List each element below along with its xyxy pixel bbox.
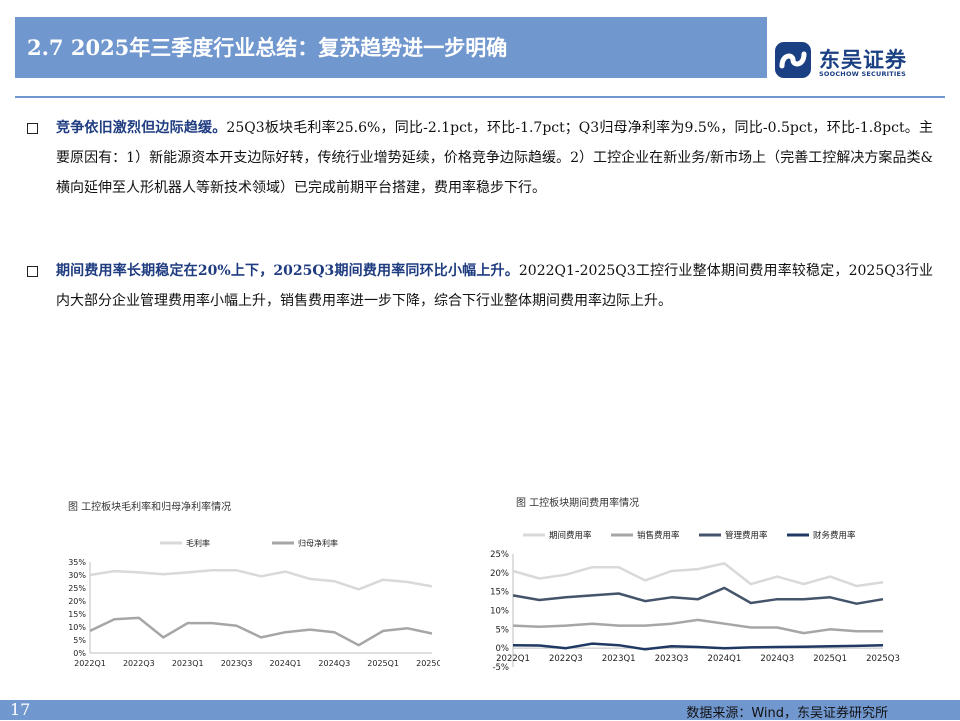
y-tick-label: 35% [68, 558, 86, 567]
legend-label: 归母净利率 [298, 538, 338, 548]
x-tick-label: 2024Q3 [318, 659, 350, 668]
header-divider [15, 96, 945, 98]
x-tick-label: 2025Q1 [367, 659, 399, 668]
x-tick-label: 2023Q3 [221, 659, 253, 668]
bullet-lead: 期间费用率长期稳定在20%上下，2025Q3期间费用率同环比小幅上升。 [56, 263, 519, 279]
chart-2-caption: 图 工控板块期间费用率情况 [516, 498, 640, 509]
legend-label: 财务费用率 [813, 530, 856, 541]
x-tick-label: 2025Q3 [866, 654, 900, 664]
chart-1-caption: 图 工控板块毛利率和归母净利率情况 [68, 502, 232, 513]
y-tick-label: 20% [490, 569, 509, 579]
y-tick-label: 10% [68, 623, 86, 632]
y-tick-label: 15% [68, 610, 86, 619]
series-line [512, 562, 884, 588]
y-tick-label: 15% [490, 588, 509, 598]
legend-label: 毛利率 [186, 538, 210, 548]
x-tick-label: 2023Q3 [655, 654, 689, 664]
chart-margin-profit: 0% 5% 10% 15% 20% 25% 30% 35% 2022Q1 2022Q3 2023Q1… [68, 538, 440, 668]
bullet-body: 25Q3板块毛利率25.6%，同比-2.1pct，环比-1.7pct；Q3归母净… [56, 120, 933, 196]
y-tick-label: 25% [68, 584, 86, 593]
x-tick-label: 2022Q1 [496, 654, 530, 664]
company-logo: 东吴证券 SOOCHOW SECURITIES [773, 40, 943, 84]
y-tick-label: 20% [68, 597, 86, 606]
legend-label: 管理费用率 [725, 530, 768, 541]
square-bullet-icon [27, 123, 38, 134]
footer-bar: 17 数据来源：Wind，东吴证券研究所 [0, 700, 960, 721]
y-tick-label: 5% [496, 625, 510, 635]
bullet-paragraph-1: 竞争依旧激烈但边际趋缓。25Q3板块毛利率25.6%，同比-2.1pct，环比-… [27, 113, 933, 203]
bullet-body: 2022Q1-2025Q3工控行业整体期间费用率较稳定，2025Q3行业内大部分… [56, 263, 933, 309]
y-tick-label: 10% [490, 607, 509, 617]
logo-mark-icon [775, 42, 811, 78]
y-tick-label: 0% [73, 649, 86, 658]
x-tick-label: 2022Q3 [123, 659, 155, 668]
series-line [89, 569, 433, 591]
y-tick-label: 30% [68, 571, 86, 580]
x-tick-label: 2023Q1 [172, 659, 204, 668]
logo-text-cn: 东吴证券 [819, 48, 907, 72]
x-tick-label: 2022Q3 [549, 654, 583, 664]
x-tick-label: 2025Q1 [813, 654, 847, 664]
logo-text-en: SOOCHOW SECURITIES [819, 70, 907, 78]
square-bullet-icon [27, 266, 38, 277]
series-line [89, 616, 433, 647]
series-line [512, 586, 884, 605]
x-tick-label: 2024Q3 [760, 654, 794, 664]
title-bar: 2.7 2025年三季度行业总结：复苏趋势进一步明确 [15, 17, 767, 78]
chart-expense-ratio: -5% 0% 5% 10% 15% 20% 25% 2022Q1 2022Q3 2023Q1 202… [490, 530, 900, 673]
data-source: 数据来源：Wind，东吴证券研究所 [686, 706, 888, 721]
legend-label: 销售费用率 [637, 530, 680, 541]
y-tick-label: 25% [490, 550, 509, 560]
x-tick-label: 2025Q3 [416, 659, 440, 668]
y-tick-label: -5% [492, 663, 509, 673]
legend-label: 期间费用率 [549, 530, 592, 541]
y-tick-label: 5% [73, 636, 86, 645]
x-tick-label: 2024Q1 [270, 659, 302, 668]
x-tick-label: 2022Q1 [74, 659, 106, 668]
x-tick-label: 2024Q1 [708, 654, 742, 664]
bullet-paragraph-2: 期间费用率长期稳定在20%上下，2025Q3期间费用率同环比小幅上升。2022Q… [27, 256, 933, 316]
page-number: 17 [10, 700, 31, 719]
bullet-lead: 竞争依旧激烈但边际趋缓。 [56, 120, 227, 136]
series-line [512, 618, 883, 635]
page-title: 2.7 2025年三季度行业总结：复苏趋势进一步明确 [27, 35, 508, 60]
y-tick-label: 0% [496, 644, 510, 654]
series-line [512, 642, 884, 651]
x-tick-label: 2023Q1 [602, 654, 636, 664]
